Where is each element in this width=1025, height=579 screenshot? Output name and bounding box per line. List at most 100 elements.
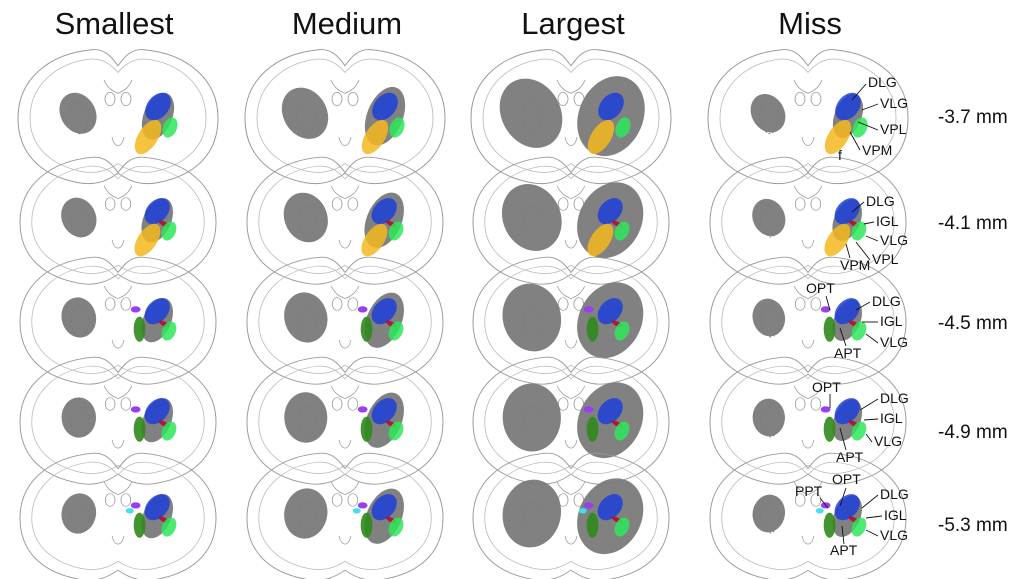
lesion-left [750,93,786,133]
nucleus-ppt [815,508,824,514]
label-dlg-r1: DLG [868,74,897,90]
nucleus-vlg [161,221,177,241]
label-vpl-r1: VPL [880,121,907,137]
nucleus-vpl-vpm [361,119,389,155]
nucleus-dlg [597,494,623,521]
depth-label-row5: -5.3 mm [938,515,1008,536]
nucleus-opt [357,502,368,509]
nucleus-vpl-vpm [134,119,162,155]
nucleus-vpl-vpm [824,119,852,155]
nucleus-dlg [834,198,860,225]
nucleus-opt [583,306,594,313]
nucleus-vlg [614,321,630,341]
miss-labels-row2: DLG IGL VLG VPL VPM [840,193,908,273]
label-vlg-r1: VLG [880,95,908,111]
label-vpm-r2: VPM [840,257,870,273]
label-dlg-r4: DLG [880,390,909,406]
nucleus-apt [586,512,599,538]
nucleus-ppt [352,508,361,514]
nucleus-vpl-vpm [361,223,388,257]
nucleus-dlg [371,198,397,225]
nucleus-apt [823,416,836,442]
label-opt-r3: OPT [806,280,835,296]
label-apt-r4: APT [836,449,864,465]
nucleus-apt [360,416,373,442]
nucleus-apt [823,512,836,538]
nucleus-dlg [598,92,624,121]
lesion-left [752,398,785,437]
lesion-left [61,297,97,338]
section-medium-row3 [246,256,444,385]
label-vpm-r1: VPM [862,142,892,158]
nucleus-dlg [371,298,397,325]
nucleus-opt [130,406,141,413]
label-vlg-r2: VLG [880,232,908,248]
label-igl-r3: IGL [880,313,903,329]
nucleus-ppt [578,508,587,514]
nucleus-vlg [161,517,177,537]
label-dlg-r2: DLG [866,193,895,209]
section-miss-row4 [709,356,907,485]
lesion-left [61,397,97,438]
nucleus-apt [360,512,373,538]
nucleus-dlg [144,198,170,225]
nucleus-dlg [144,298,170,325]
section-largest-row2 [472,156,670,285]
nucleus-vlg [388,517,404,537]
nucleus-dlg [597,298,623,325]
section-smallest-row2 [19,156,217,285]
lesion-left [61,493,97,534]
label-apt-r5: APT [830,542,858,558]
label-opt-r4: OPT [812,379,841,395]
nucleus-vlg [851,321,867,341]
section-largest-row4 [472,356,670,485]
nucleus-opt [130,502,141,509]
depth-label-row3: -4.5 mm [938,313,1008,334]
nucleus-apt [823,316,836,342]
section-medium-row5 [246,452,444,579]
lesion-left [501,184,562,251]
column-title-largest: Largest [521,6,625,41]
section-largest-row3 [472,256,670,385]
nucleus-vlg [614,517,630,537]
section-smallest-row5 [19,452,217,579]
nucleus-vlg [388,421,404,441]
nucleus-dlg [144,494,170,521]
nucleus-dlg [371,398,397,425]
nucleus-vlg [615,117,631,138]
nucleus-opt [357,306,368,313]
section-miss-row1 [707,49,909,185]
nucleus-dlg [145,92,171,121]
nucleus-vlg [852,117,868,138]
lesion-left [752,494,786,533]
lesion-left [752,198,786,237]
nucleus-dlg [597,198,623,225]
nucleus-opt [820,406,831,413]
depth-label-row1: -3.7 mm [938,107,1008,128]
nucleus-vlg [388,221,404,241]
nucleus-vlg [851,517,867,537]
label-igl-r5: IGL [884,507,907,523]
nucleus-dlg [834,298,860,325]
lesion-left [284,488,328,539]
nucleus-opt [130,306,141,313]
label-opt-r5: OPT [832,471,861,487]
nucleus-vlg [161,421,177,441]
nucleus-vlg [851,421,867,441]
section-largest-row1 [470,49,672,185]
lesion-left [499,78,563,148]
leader-lines [819,83,883,545]
nucleus-ppt [125,508,134,514]
nucleus-vpl-vpm [587,223,614,257]
miss-labels-row3: OPT DLG IGL VLG APT [806,280,908,361]
label-igl-r2: IGL [876,213,899,229]
section-largest-row5 [472,452,670,579]
nucleus-vlg [388,321,404,341]
section-miss-row3 [709,256,907,385]
nucleus-vlg [162,117,178,138]
nucleus-apt [133,316,146,342]
section-medium-row1 [244,49,446,185]
column-title-miss: Miss [778,6,842,41]
nucleus-vpl-vpm [587,119,615,155]
